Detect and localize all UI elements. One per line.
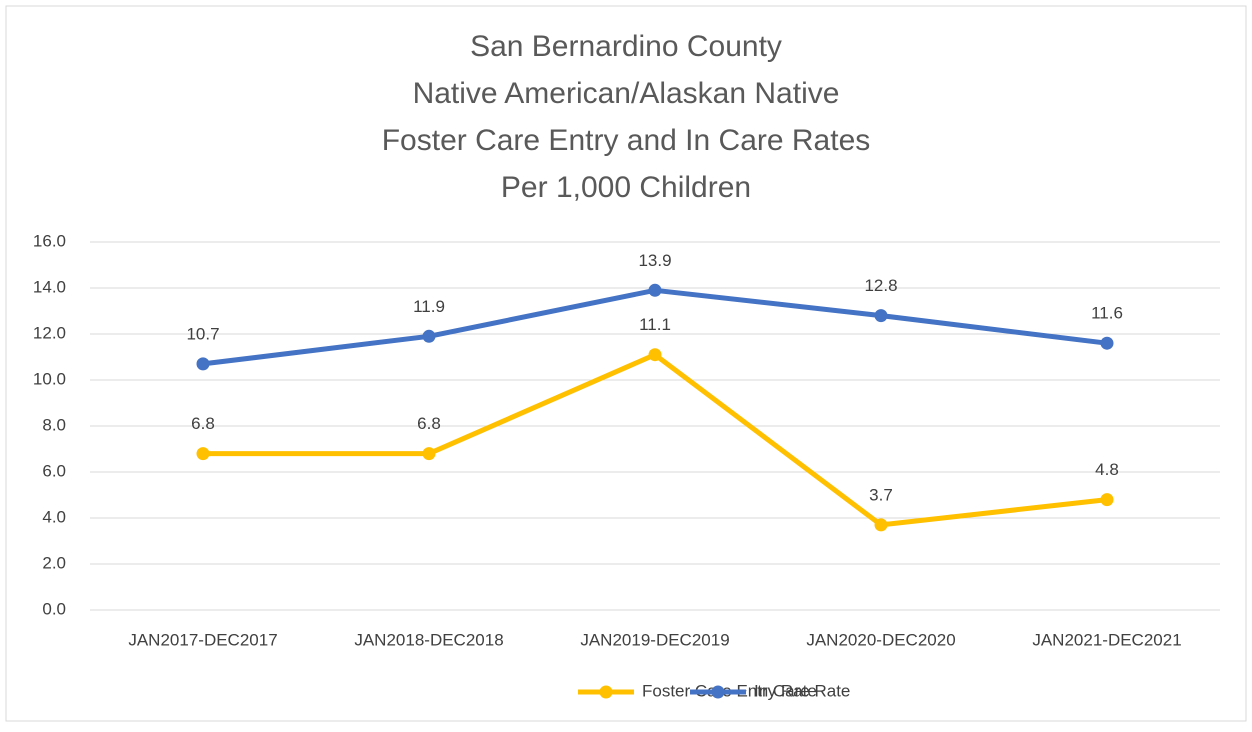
legend-label: In Care Rate [754, 681, 850, 700]
y-tick-label: 2.0 [42, 553, 66, 572]
y-tick-label: 16.0 [33, 231, 66, 250]
legend-marker [711, 685, 725, 699]
chart-border [5, 5, 1247, 722]
data-point [196, 357, 210, 371]
y-tick-label: 4.0 [42, 507, 66, 526]
data-point [1100, 336, 1114, 350]
data-point [648, 283, 662, 297]
x-tick-label: JAN2017-DEC2017 [128, 630, 277, 649]
y-tick-label: 12.0 [33, 323, 66, 342]
data-label: 11.9 [413, 297, 445, 316]
chart-title: Per 1,000 Children [501, 171, 751, 204]
data-label: 10.7 [186, 324, 219, 343]
data-label: 6.8 [417, 414, 441, 433]
data-label: 6.8 [191, 414, 215, 433]
x-tick-label: JAN2018-DEC2018 [354, 630, 503, 649]
chart-title: Native American/Alaskan Native [413, 77, 840, 110]
data-label: 3.7 [869, 485, 893, 504]
legend-marker [599, 685, 613, 699]
data-point [422, 329, 436, 343]
x-tick-label: JAN2021-DEC2021 [1032, 630, 1181, 649]
data-point [874, 309, 888, 323]
data-point [196, 447, 210, 461]
y-tick-label: 8.0 [42, 415, 66, 434]
y-tick-label: 6.0 [42, 461, 66, 480]
y-tick-label: 10.0 [33, 369, 66, 388]
data-point [1100, 493, 1114, 507]
y-tick-label: 0.0 [42, 599, 66, 618]
data-point [422, 447, 436, 461]
chart-title: Foster Care Entry and In Care Rates [382, 124, 871, 157]
data-label: 13.9 [638, 251, 671, 270]
x-tick-label: JAN2019-DEC2019 [580, 630, 729, 649]
data-point [874, 518, 888, 532]
data-label: 11.6 [1091, 304, 1123, 323]
chart-title: San Bernardino County [470, 30, 782, 63]
y-tick-label: 14.0 [33, 277, 66, 296]
data-label: 11.1 [639, 315, 671, 334]
data-point [648, 348, 662, 362]
x-tick-label: JAN2020-DEC2020 [806, 630, 955, 649]
data-label: 4.8 [1095, 460, 1119, 479]
data-label: 12.8 [864, 276, 897, 295]
